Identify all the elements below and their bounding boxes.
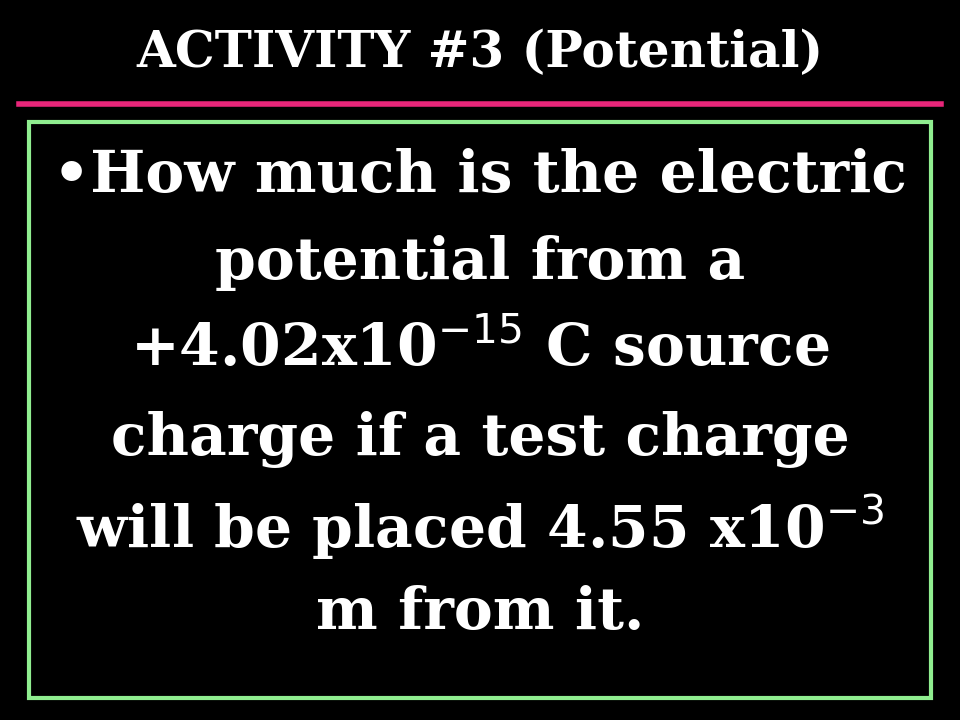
Text: charge if a test charge: charge if a test charge bbox=[110, 410, 850, 468]
Text: will be placed 4.55 x10$^{-3}$: will be placed 4.55 x10$^{-3}$ bbox=[76, 492, 884, 562]
Text: •How much is the electric: •How much is the electric bbox=[53, 148, 907, 204]
Text: +4.02x10$^{-15}$ C source: +4.02x10$^{-15}$ C source bbox=[131, 320, 829, 378]
Text: potential from a: potential from a bbox=[215, 235, 745, 291]
Text: m from it.: m from it. bbox=[316, 585, 644, 642]
Text: ACTIVITY #3 (Potential): ACTIVITY #3 (Potential) bbox=[136, 30, 824, 78]
